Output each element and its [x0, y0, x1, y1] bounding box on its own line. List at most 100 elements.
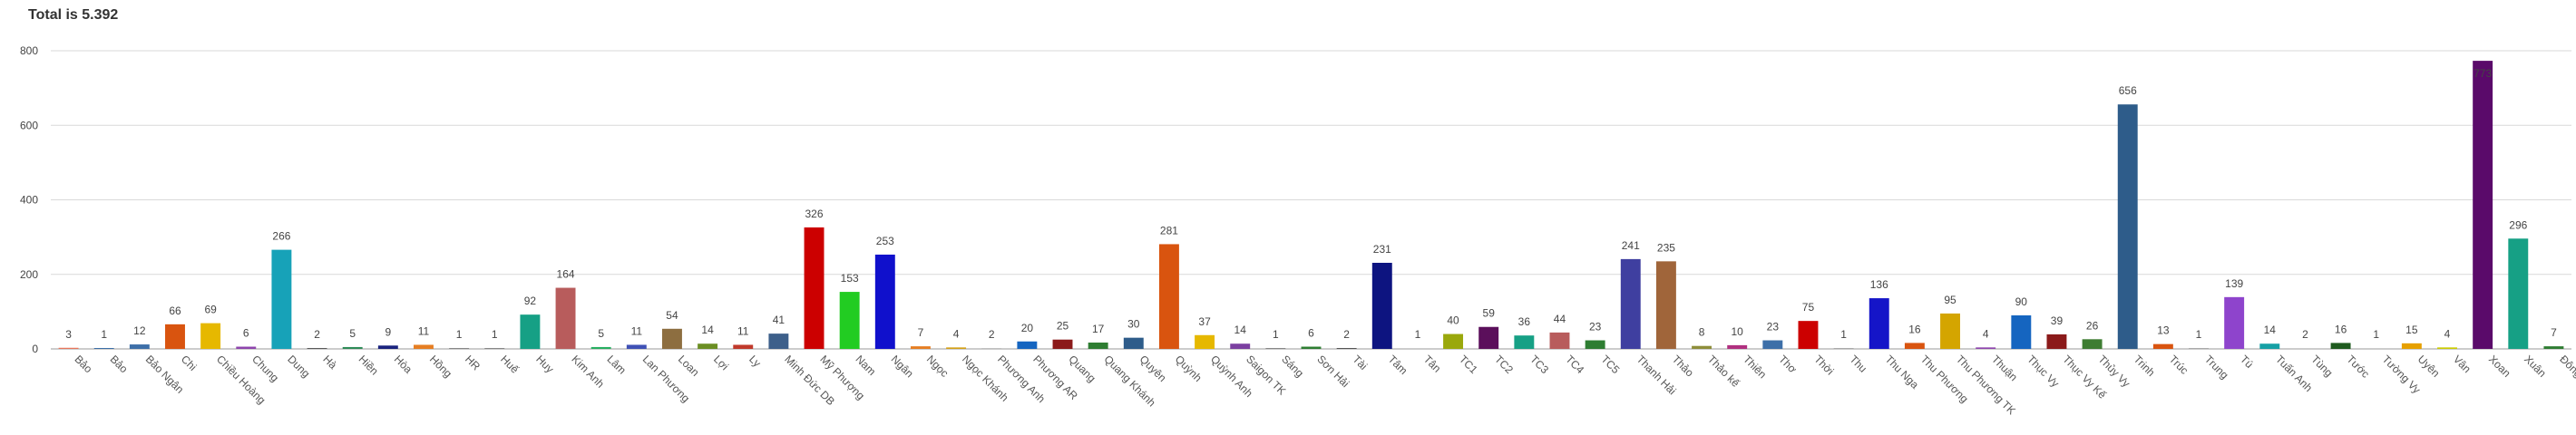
bar[interactable]	[1798, 321, 1819, 349]
bar[interactable]	[1195, 334, 1215, 349]
x-tick-label: Hồng	[427, 353, 454, 380]
bar[interactable]	[1655, 261, 1676, 349]
data-label: 14	[2264, 324, 2277, 336]
bar[interactable]	[414, 344, 434, 349]
bar[interactable]	[271, 249, 292, 349]
data-label: 59	[1483, 307, 1496, 320]
x-tick-label: Đông	[2557, 353, 2576, 380]
bar[interactable]	[910, 346, 931, 349]
y-axis-tick-labels: 0 200 400 600 800	[20, 44, 38, 355]
bar[interactable]	[1158, 244, 1179, 349]
bar[interactable]	[2189, 348, 2209, 349]
bar[interactable]	[2117, 104, 2138, 349]
bar[interactable]	[1976, 347, 1996, 349]
data-label: 54	[666, 309, 678, 322]
bar[interactable]	[2224, 296, 2245, 349]
bar[interactable]	[2046, 334, 2067, 349]
data-label: 37	[1198, 315, 1211, 328]
bar[interactable]	[1052, 339, 1073, 349]
bar[interactable]	[1443, 334, 1464, 349]
bar[interactable]	[1585, 340, 1605, 349]
bar[interactable]	[236, 346, 257, 349]
bar[interactable]	[555, 287, 576, 349]
bar[interactable]	[839, 292, 860, 349]
bar[interactable]	[1833, 348, 1854, 349]
bar[interactable]	[626, 344, 647, 349]
bar[interactable]	[2401, 343, 2422, 349]
data-label: 69	[204, 304, 217, 316]
bar[interactable]	[165, 324, 185, 349]
bar[interactable]	[768, 334, 789, 349]
x-tick-label: Hòa	[392, 353, 415, 376]
y-tick-label: 600	[20, 119, 38, 131]
bar[interactable]	[946, 347, 967, 349]
data-label: 13	[2157, 324, 2170, 337]
y-tick-label: 800	[20, 44, 38, 57]
bar[interactable]	[1514, 335, 1535, 349]
bar[interactable]	[1230, 343, 1251, 349]
bar[interactable]	[2437, 347, 2457, 349]
bar[interactable]	[129, 344, 150, 349]
bar[interactable]	[981, 348, 1002, 349]
data-label: 1	[1273, 328, 1279, 341]
bar[interactable]	[1904, 343, 1925, 349]
x-tick-label: Hiền	[356, 353, 381, 377]
x-tick-label: Ngọc	[924, 353, 951, 380]
y-tick-label: 0	[32, 343, 38, 355]
bar[interactable]	[1620, 258, 1641, 349]
bar[interactable]	[1017, 341, 1038, 349]
bar[interactable]	[342, 346, 363, 349]
bar[interactable]	[2366, 348, 2386, 349]
bar[interactable]	[1478, 326, 1499, 349]
bar[interactable]	[2330, 343, 2351, 349]
bar[interactable]	[377, 345, 398, 349]
bar[interactable]	[1869, 298, 1889, 349]
bar[interactable]	[2473, 61, 2493, 349]
bar[interactable]	[200, 323, 221, 349]
bar[interactable]	[590, 346, 611, 349]
y-tick-label: 400	[20, 194, 38, 207]
bar[interactable]	[1088, 343, 1108, 349]
bar[interactable]	[2508, 238, 2529, 349]
bar[interactable]	[733, 344, 754, 349]
bar[interactable]	[2543, 346, 2564, 349]
data-label: 1	[2373, 328, 2379, 341]
data-label: 30	[1127, 318, 1140, 331]
bar[interactable]	[1123, 337, 1144, 349]
bar[interactable]	[1762, 340, 1783, 349]
data-label: 153	[841, 272, 859, 285]
bar[interactable]	[662, 328, 682, 349]
data-label: 281	[1160, 224, 1178, 237]
bar[interactable]	[804, 227, 825, 349]
bar[interactable]	[2295, 348, 2316, 349]
bar[interactable]	[449, 348, 470, 349]
bar[interactable]	[58, 347, 79, 349]
bar[interactable]	[520, 314, 541, 349]
bar[interactable]	[698, 343, 718, 349]
bar[interactable]	[484, 348, 505, 349]
bar[interactable]	[2259, 343, 2280, 349]
bar[interactable]	[1940, 313, 1960, 349]
bar[interactable]	[1692, 345, 1712, 349]
bar[interactable]	[2152, 343, 2173, 349]
bar[interactable]	[2082, 339, 2103, 349]
bar[interactable]	[1301, 346, 1322, 349]
bar[interactable]	[1407, 348, 1428, 349]
bar[interactable]	[1371, 263, 1392, 349]
bar[interactable]	[2011, 314, 2032, 349]
bar[interactable]	[874, 254, 895, 349]
bar[interactable]	[93, 348, 114, 349]
data-label: 11	[737, 324, 749, 337]
bar[interactable]	[307, 348, 327, 349]
bar[interactable]	[1336, 348, 1357, 349]
x-tick-label: Tài	[1351, 353, 1371, 372]
bar[interactable]	[1265, 348, 1286, 349]
x-tick-label: Quang	[1066, 353, 1098, 384]
bar[interactable]	[1727, 344, 1748, 349]
data-label: 20	[1021, 322, 1034, 334]
bar[interactable]	[1549, 332, 1570, 349]
x-tick-label: TC4	[1563, 353, 1586, 376]
x-tick-label: Loan	[676, 353, 702, 379]
x-tick-label: Huy	[533, 353, 556, 375]
